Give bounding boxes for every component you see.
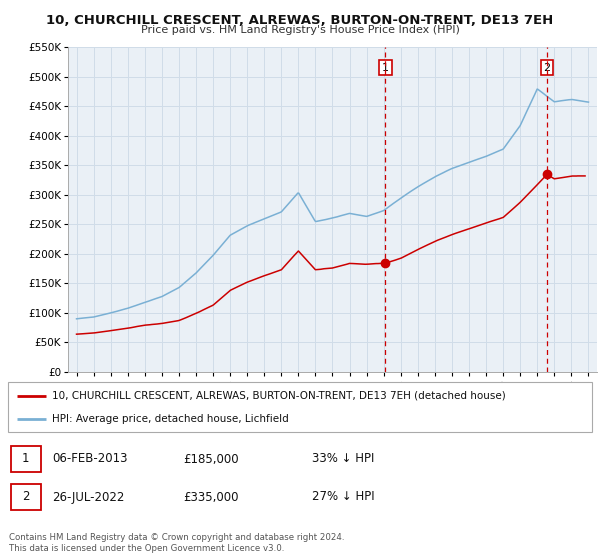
Text: 27% ↓ HPI: 27% ↓ HPI	[311, 491, 374, 503]
Text: 10, CHURCHILL CRESCENT, ALREWAS, BURTON-ON-TRENT, DE13 7EH: 10, CHURCHILL CRESCENT, ALREWAS, BURTON-…	[46, 14, 554, 27]
Text: 1: 1	[382, 63, 389, 73]
Text: £335,000: £335,000	[183, 491, 239, 503]
Text: 26-JUL-2022: 26-JUL-2022	[52, 491, 124, 503]
Text: 10, CHURCHILL CRESCENT, ALREWAS, BURTON-ON-TRENT, DE13 7EH (detached house): 10, CHURCHILL CRESCENT, ALREWAS, BURTON-…	[52, 390, 506, 400]
Text: Price paid vs. HM Land Registry's House Price Index (HPI): Price paid vs. HM Land Registry's House …	[140, 25, 460, 35]
Text: 06-FEB-2013: 06-FEB-2013	[52, 452, 127, 465]
Text: 2: 2	[22, 491, 29, 503]
Text: 2: 2	[544, 63, 551, 73]
Text: HPI: Average price, detached house, Lichfield: HPI: Average price, detached house, Lich…	[52, 413, 289, 423]
Text: This data is licensed under the Open Government Licence v3.0.: This data is licensed under the Open Gov…	[9, 544, 284, 553]
FancyBboxPatch shape	[11, 484, 41, 510]
Text: £185,000: £185,000	[183, 452, 239, 465]
Text: Contains HM Land Registry data © Crown copyright and database right 2024.: Contains HM Land Registry data © Crown c…	[9, 533, 344, 542]
Text: 1: 1	[22, 452, 29, 465]
Text: 33% ↓ HPI: 33% ↓ HPI	[311, 452, 374, 465]
FancyBboxPatch shape	[11, 446, 41, 472]
FancyBboxPatch shape	[8, 382, 592, 432]
